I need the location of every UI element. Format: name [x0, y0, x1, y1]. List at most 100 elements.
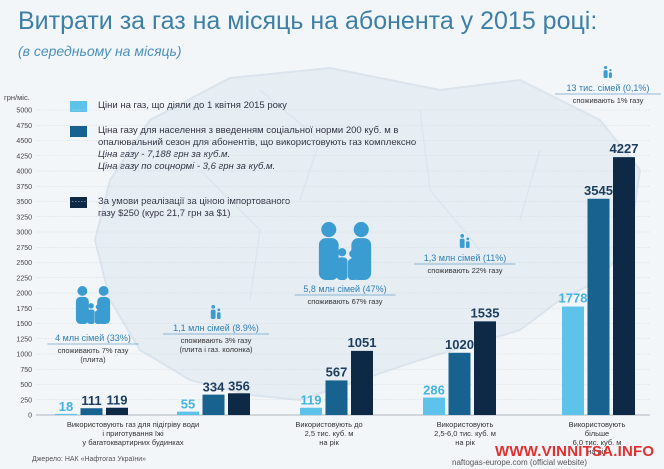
- legend-swatch-1: [70, 101, 87, 112]
- bar-label-2-2: 334: [203, 380, 225, 395]
- annotation-count-4: 1,3 млн сімей (11%): [424, 253, 506, 263]
- y-tick-label-19: 4750: [16, 123, 32, 130]
- bar-1-3: [300, 407, 322, 415]
- annotation-count-1: 4 млн сімей (33%): [55, 333, 131, 343]
- annotation-extra-2: (плита і газ. колонка): [179, 345, 253, 354]
- bar-2-1: [80, 408, 103, 415]
- y-tick-label-7: 1750: [16, 306, 32, 313]
- y-tick-label-0: 0: [28, 413, 32, 420]
- category-label-3-1: Використовують до: [295, 420, 362, 429]
- bar-2-2: [202, 394, 225, 415]
- y-tick-label-6: 1500: [16, 321, 32, 328]
- category-label-5-3: 6,0 тис. куб. м: [573, 438, 622, 447]
- annotation-usage-3: споживають 67% газу: [308, 297, 383, 306]
- legend-note-social: Ціна газу по соцнормі - 3,6 грн за куб.м…: [98, 161, 276, 172]
- y-tick-label-3: 750: [20, 367, 32, 374]
- bar-2-4: [448, 352, 471, 415]
- annotation-usage-4: споживають 22% газу: [428, 266, 503, 275]
- bar-1-1: [55, 413, 77, 415]
- legend-text-3: За умови реалізації за ціною імпортовано…: [98, 196, 291, 219]
- y-tick-label-17: 4250: [16, 153, 32, 160]
- category-label-1-1: Використовують газ для підігріву води: [67, 420, 199, 429]
- bar-3-4: [474, 321, 496, 415]
- family-icon-3-adult-1: [318, 222, 339, 280]
- bar-1-4: [423, 397, 445, 415]
- bar-label-1-4: 286: [423, 383, 445, 398]
- annotation-count-2: 1,1 млн сімей (8.9%): [173, 323, 259, 333]
- legend-swatch-2: [70, 126, 87, 137]
- bar-label-2-1: 111: [81, 393, 101, 408]
- page-title: Витрати за газ на місяць на абонента у 2…: [18, 7, 598, 35]
- bar-label-3-1: 119: [107, 393, 128, 408]
- category-label-3-2: 2,5 тис. куб. м: [305, 429, 354, 438]
- family-icon-2-adult-2: [217, 308, 221, 319]
- category-label-1-2: і приготування їжі: [102, 429, 164, 438]
- bar-3-2: [228, 393, 250, 415]
- annotation-usage-5: споживають 1% газу: [573, 96, 644, 105]
- sub-watermark: naftogas-europe.com (official website): [452, 458, 588, 467]
- bar-1-2: [177, 411, 199, 415]
- bar-2-3: [325, 380, 348, 415]
- legend-note-price: Ціна газу - 7,188 грн за куб.м.: [98, 149, 231, 160]
- bar-3-3: [351, 350, 373, 415]
- family-icon-5-adult-1: [603, 66, 608, 78]
- y-tick-label-2: 500: [20, 382, 32, 389]
- bar-2-5: [587, 198, 610, 415]
- annotation-count-5: 13 тис. сімей (0,1%): [567, 83, 650, 93]
- bar-label-2-4: 1020: [445, 337, 474, 352]
- bar-1-5: [562, 306, 584, 415]
- bar-3-1: [106, 407, 128, 415]
- y-tick-label-13: 3250: [16, 214, 32, 221]
- y-tick-label-9: 2250: [16, 275, 32, 282]
- bar-label-1-3: 119: [301, 393, 322, 408]
- category-label-3-3: на рік: [319, 438, 339, 447]
- y-tick-label-15: 3750: [16, 184, 32, 191]
- legend-text-2: Ціна газу для населення з введенням соці…: [98, 125, 417, 148]
- annotation-count-3: 5,8 млн сімей (47%): [303, 284, 386, 294]
- source-note: Джерело: НАК «Нафтогаз України»: [32, 456, 146, 463]
- bar-label-3-5: 4227: [610, 141, 639, 156]
- legend-text-1: Ціни на газ, що діяли до 1 квітня 2015 р…: [98, 100, 287, 111]
- bar-label-2-3: 567: [326, 364, 348, 379]
- y-tick-label-20: 5000: [16, 108, 32, 115]
- category-label-1-3: у багатоквартирних будинках: [82, 438, 184, 447]
- annotation-usage-1: споживають 7% газу: [58, 346, 129, 355]
- bar-label-3-2: 356: [228, 378, 250, 393]
- category-label-4-3: на рік: [455, 438, 475, 447]
- bar-label-1-5: 1778: [559, 291, 588, 306]
- y-tick-label-8: 2000: [16, 291, 32, 298]
- y-tick-label-12: 3000: [16, 230, 32, 237]
- family-icon-4-adult-2: [466, 237, 470, 248]
- y-tick-label-4: 1000: [16, 352, 32, 359]
- y-tick-label-14: 3500: [16, 199, 32, 206]
- bar-label-1-2: 55: [181, 397, 195, 412]
- watermark: WWW.VINNITSA.INFO: [495, 443, 655, 460]
- bar-label-3-4: 1535: [471, 305, 500, 320]
- family-icon-4-adult-1: [459, 234, 465, 248]
- y-tick-label-18: 4500: [16, 138, 32, 145]
- family-icon-1-child-1: [87, 303, 95, 324]
- y-tick-label-11: 2750: [16, 245, 32, 252]
- y-tick-label-10: 2500: [16, 260, 32, 267]
- bar-label-1-1: 18: [59, 399, 73, 414]
- category-label-5-2: більше: [585, 429, 609, 438]
- bar-3-5: [613, 157, 635, 415]
- family-icon-5-adult-2: [608, 69, 612, 78]
- category-label-4-2: 2,5-6,0 тис. куб. м: [434, 429, 496, 438]
- y-axis-label: грн/міс.: [4, 93, 30, 102]
- family-icon-3-child-2: [347, 249, 359, 280]
- category-label-4-1: Використовують: [437, 420, 494, 429]
- family-icon-2-adult-1: [210, 305, 216, 319]
- category-label-5-1: Використовують: [569, 420, 626, 429]
- y-tick-label-5: 1250: [16, 336, 32, 343]
- y-tick-label-16: 4000: [16, 169, 32, 176]
- family-icon-1-child-2: [94, 304, 102, 324]
- legend-swatch-3: [70, 197, 87, 208]
- annotation-usage-2: споживають 3% газу: [181, 336, 252, 345]
- annotation-extra-1: (плита): [80, 355, 106, 364]
- y-tick-label-1: 250: [20, 397, 32, 404]
- bar-label-3-3: 1051: [348, 335, 377, 350]
- family-icon-1-adult-1: [75, 286, 89, 324]
